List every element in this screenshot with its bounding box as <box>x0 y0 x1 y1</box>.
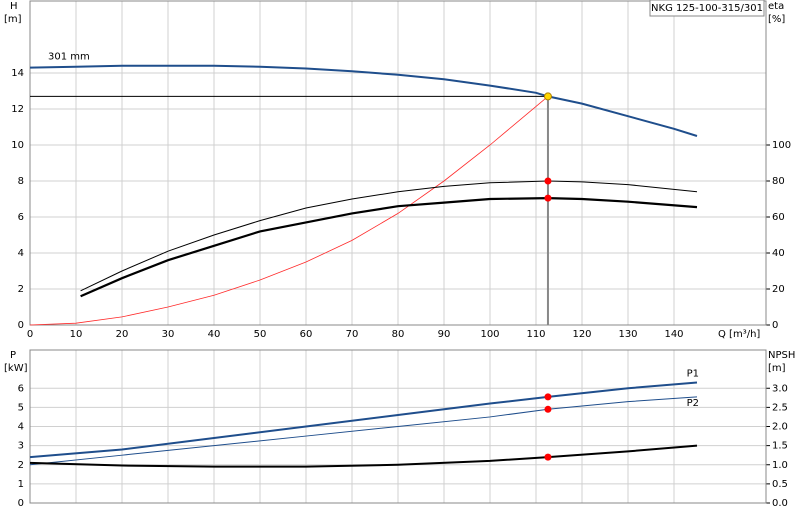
x-tick-label: 30 <box>162 329 175 340</box>
y2-tick-label: 60 <box>772 212 785 223</box>
duty-marker <box>544 194 552 202</box>
curve <box>29 64 698 137</box>
y-tick-label: 4 <box>18 422 24 433</box>
curve <box>80 196 698 298</box>
y-tick-label: 4 <box>18 248 24 259</box>
y-tick-label: 2 <box>18 284 24 295</box>
y-tick-label: 3 <box>18 441 24 452</box>
y2-axis-label: eta <box>768 1 784 12</box>
y2-tick-label: 3.0 <box>772 383 788 394</box>
y-tick-label: 6 <box>18 212 24 223</box>
x-tick-label: 120 <box>572 329 591 340</box>
x-tick-label: 110 <box>526 329 545 340</box>
x-tick-label: 50 <box>254 329 267 340</box>
plot-frame <box>29 0 767 326</box>
model-label: NKG 125-100-315/301 <box>651 3 763 14</box>
x-tick-label: 100 <box>480 329 499 340</box>
y2-tick-label: 2.0 <box>772 422 788 433</box>
y-tick-label: 6 <box>18 383 24 394</box>
y-axis-unit: [m] <box>4 14 22 25</box>
curve-label: 301 mm <box>48 52 90 63</box>
y2-tick-label: 0 <box>772 320 778 331</box>
y2-tick-label: 20 <box>772 284 785 295</box>
y2-axis-unit: [m] <box>768 363 786 374</box>
x-tick-label: 60 <box>300 329 313 340</box>
y2-tick-label: 1.0 <box>772 460 788 471</box>
curve <box>80 180 698 292</box>
y-tick-label: 0 <box>18 498 24 509</box>
y-tick-label: 8 <box>18 176 24 187</box>
y2-tick-label: 1.5 <box>772 441 788 452</box>
curve <box>29 396 698 466</box>
duty-marker <box>544 393 552 401</box>
y-tick-label: 14 <box>11 68 24 79</box>
x-axis-label: Q [m³/h] <box>718 329 760 340</box>
y-tick-label: 1 <box>18 479 24 490</box>
y2-tick-label: 40 <box>772 248 785 259</box>
y2-tick-label: 0.0 <box>772 498 788 509</box>
y2-tick-label: 100 <box>772 140 791 151</box>
plot-frame <box>29 349 767 504</box>
x-tick-label: 20 <box>116 329 129 340</box>
curve <box>29 96 549 326</box>
x-tick-label: 130 <box>618 329 637 340</box>
x-tick-label: 10 <box>70 329 83 340</box>
duty-marker <box>544 453 552 461</box>
x-tick-label: 90 <box>438 329 451 340</box>
y-tick-label: 5 <box>18 402 24 413</box>
y-tick-label: 10 <box>11 140 24 151</box>
y-tick-label: 12 <box>11 104 24 115</box>
y-axis-label: P <box>10 350 16 361</box>
x-tick-label: 140 <box>664 329 683 340</box>
y2-tick-label: 2.5 <box>772 402 788 413</box>
duty-marker <box>544 405 552 413</box>
y-axis-label: H <box>10 1 18 12</box>
y2-axis-unit: [%] <box>768 14 785 25</box>
curve-label: P2 <box>687 398 699 409</box>
x-tick-label: 40 <box>208 329 221 340</box>
y2-axis-label: NPSH <box>768 350 795 361</box>
curve-label: P1 <box>687 369 699 380</box>
x-tick-label: 80 <box>392 329 405 340</box>
y-axis-unit: [kW] <box>4 363 28 374</box>
x-tick-label: 0 <box>27 329 33 340</box>
y-tick-label: 2 <box>18 460 24 471</box>
curve <box>29 381 698 459</box>
y2-tick-label: 0.5 <box>772 479 788 490</box>
y2-tick-label: 80 <box>772 176 785 187</box>
curve <box>29 444 698 468</box>
model-box <box>649 0 765 17</box>
x-tick-label: 70 <box>346 329 359 340</box>
duty-marker <box>543 92 552 101</box>
duty-marker <box>544 177 552 185</box>
y-tick-label: 0 <box>18 320 24 331</box>
